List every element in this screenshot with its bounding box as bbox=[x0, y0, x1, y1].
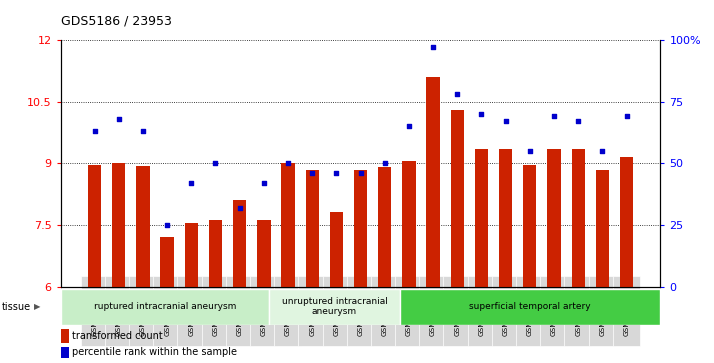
Bar bbox=[402, 161, 416, 287]
Bar bbox=[571, 149, 585, 287]
Point bbox=[621, 114, 633, 119]
Point bbox=[186, 180, 197, 186]
Point bbox=[428, 44, 439, 50]
FancyBboxPatch shape bbox=[61, 289, 269, 325]
Text: unruptured intracranial
aneurysm: unruptured intracranial aneurysm bbox=[281, 297, 388, 317]
FancyBboxPatch shape bbox=[269, 289, 400, 325]
Bar bbox=[209, 220, 222, 287]
Point bbox=[113, 116, 124, 122]
Text: superficial temporal artery: superficial temporal artery bbox=[469, 302, 591, 311]
Point bbox=[306, 170, 318, 176]
Bar bbox=[475, 149, 488, 287]
Bar bbox=[185, 223, 198, 287]
Text: ruptured intracranial aneurysm: ruptured intracranial aneurysm bbox=[94, 302, 236, 311]
Bar bbox=[523, 166, 536, 287]
Point bbox=[524, 148, 536, 154]
Point bbox=[500, 118, 511, 124]
Point bbox=[282, 160, 293, 166]
Bar bbox=[88, 166, 101, 287]
Bar bbox=[426, 77, 440, 287]
Point bbox=[379, 160, 391, 166]
Bar bbox=[281, 163, 295, 287]
Bar bbox=[548, 149, 560, 287]
Text: tissue: tissue bbox=[1, 302, 31, 312]
Bar bbox=[161, 237, 174, 287]
Text: GDS5186 / 23953: GDS5186 / 23953 bbox=[61, 15, 171, 28]
Point bbox=[258, 180, 270, 186]
Bar bbox=[233, 200, 246, 287]
Bar bbox=[451, 110, 464, 287]
Bar bbox=[499, 149, 512, 287]
Point bbox=[210, 160, 221, 166]
Bar bbox=[112, 163, 126, 287]
Point bbox=[355, 170, 366, 176]
Bar bbox=[306, 170, 319, 287]
Point bbox=[476, 111, 487, 117]
Text: ▶: ▶ bbox=[34, 302, 41, 311]
Point bbox=[451, 91, 463, 97]
Bar bbox=[330, 212, 343, 287]
Point bbox=[234, 205, 246, 211]
Bar bbox=[620, 157, 633, 287]
Text: transformed count: transformed count bbox=[72, 331, 163, 341]
Point bbox=[548, 114, 560, 119]
Bar bbox=[595, 170, 609, 287]
Point bbox=[161, 222, 173, 228]
Bar bbox=[257, 220, 271, 287]
Bar bbox=[136, 166, 150, 287]
Point bbox=[89, 129, 100, 134]
Point bbox=[331, 170, 342, 176]
Bar bbox=[378, 167, 391, 287]
Point bbox=[137, 129, 149, 134]
FancyBboxPatch shape bbox=[400, 289, 660, 325]
Bar bbox=[354, 170, 367, 287]
Point bbox=[403, 123, 415, 129]
Point bbox=[573, 118, 584, 124]
Text: percentile rank within the sample: percentile rank within the sample bbox=[72, 347, 237, 357]
Point bbox=[597, 148, 608, 154]
